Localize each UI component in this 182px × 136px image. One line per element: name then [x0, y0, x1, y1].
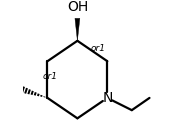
Text: or1: or1 — [43, 72, 58, 81]
Text: N: N — [102, 91, 112, 105]
Text: OH: OH — [67, 0, 88, 14]
Polygon shape — [75, 18, 80, 41]
Text: or1: or1 — [91, 44, 106, 53]
